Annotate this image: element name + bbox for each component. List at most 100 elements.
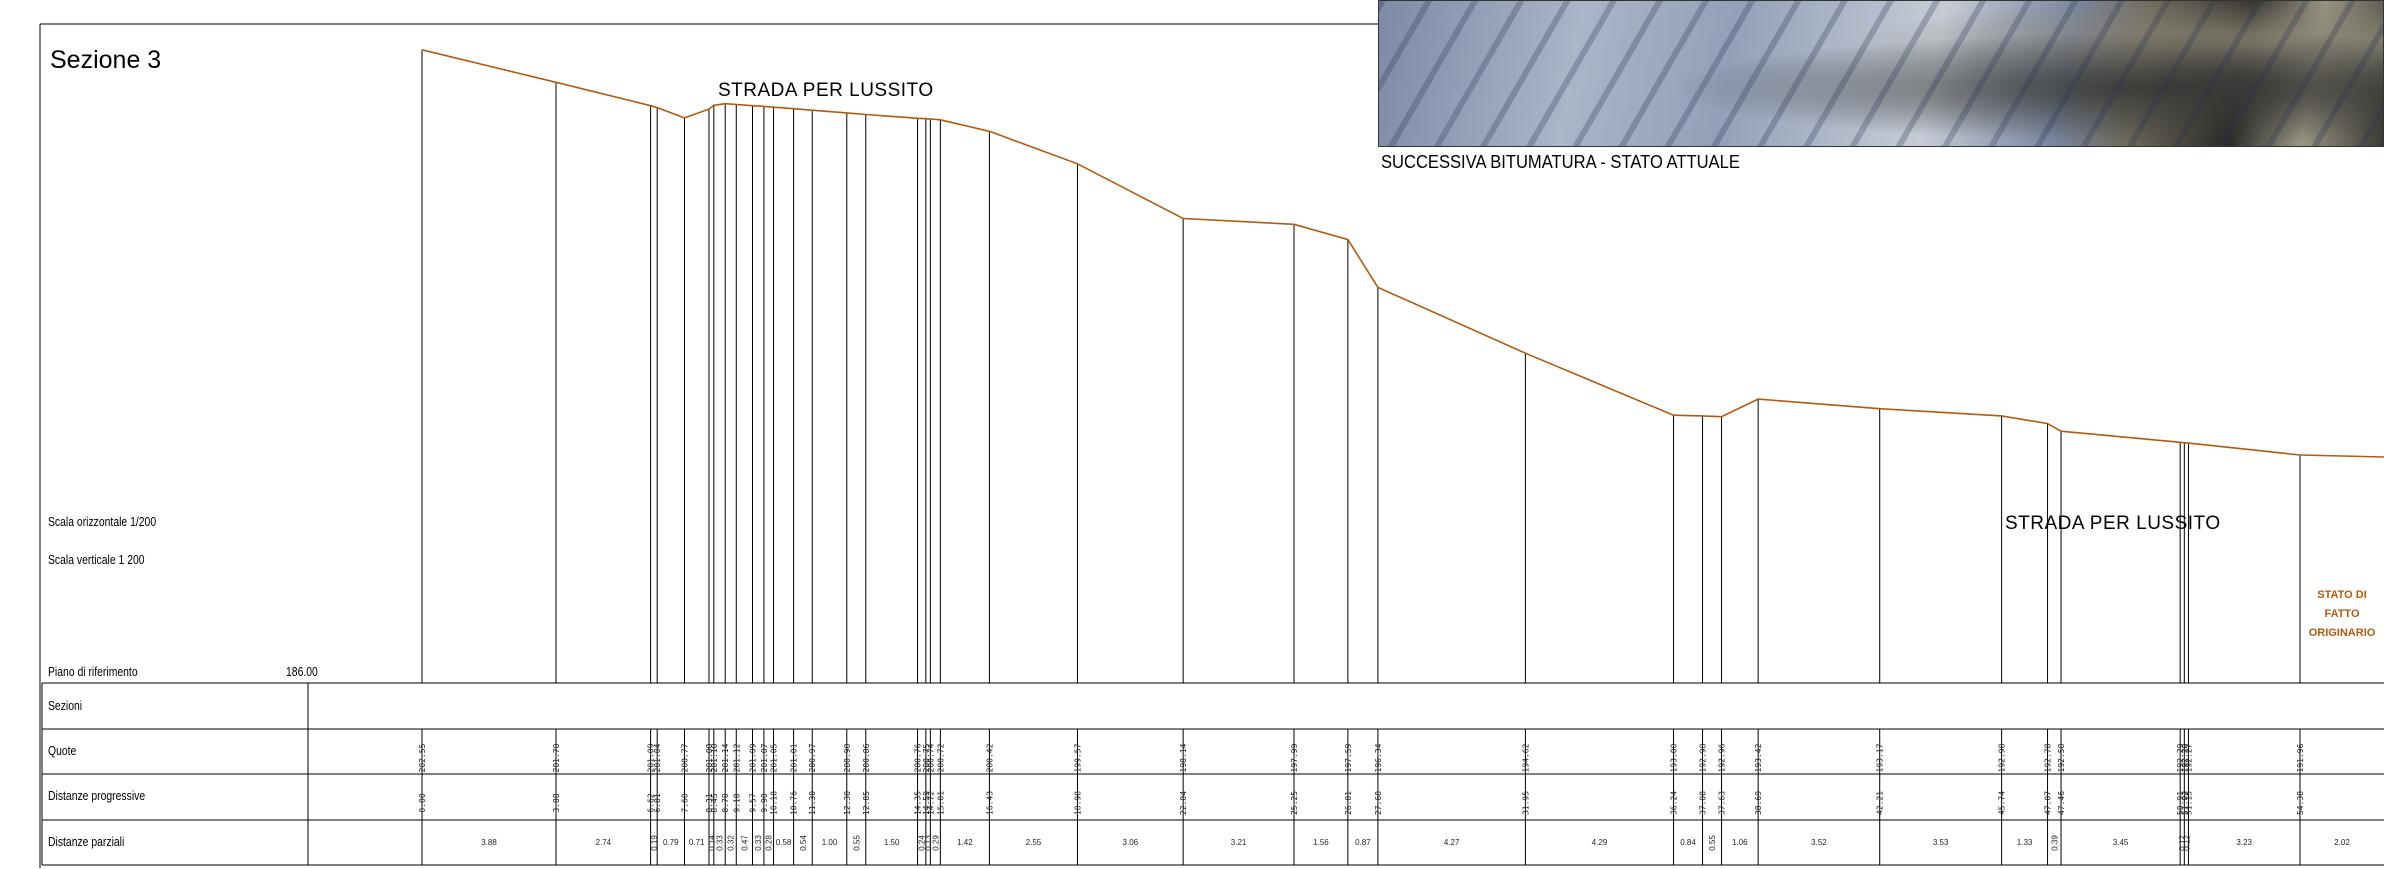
station-quota-6: 201.10	[710, 743, 719, 772]
photo-shadow-overlay	[1379, 1, 2383, 146]
station-quota-9: 201.09	[748, 743, 757, 772]
station-partial-21: 3.06	[1123, 838, 1139, 847]
row-label-progressive: Distanze progressive	[48, 788, 146, 803]
station-quota-24: 197.59	[1344, 743, 1353, 772]
station-progressive-15: 12.85	[862, 791, 871, 815]
station-partial-28: 0.55	[1708, 835, 1717, 851]
station-partial-38: 2.02	[2334, 838, 2350, 847]
station-progressive-34: 47.46	[2057, 791, 2066, 815]
station-partial-13: 1.00	[822, 838, 838, 847]
station-partial-15: 1.50	[884, 838, 900, 847]
station-partial-2: 0.19	[650, 835, 659, 851]
station-partial-14: 0.55	[852, 835, 861, 851]
station-partial-5: 0.14	[707, 835, 716, 851]
station-partial-20: 2.55	[1026, 838, 1042, 847]
station-progressive-35: 50.91	[2176, 791, 2185, 815]
station-quota-23: 197.99	[1290, 743, 1299, 772]
road-label-left: STRADA PER LUSSITO	[718, 80, 934, 101]
station-quota-2: 201.09	[647, 743, 656, 772]
station-partial-19: 1.42	[957, 838, 973, 847]
station-quota-25: 196.34	[1374, 743, 1383, 772]
station-quota-8: 201.12	[732, 743, 741, 772]
data-table-grid	[41, 682, 2384, 866]
row-label-quote: Quote	[48, 743, 77, 758]
station-progressive-33: 47.07	[2044, 791, 2053, 815]
station-quota-21: 199.57	[1073, 743, 1082, 772]
station-quota-10: 201.07	[760, 743, 769, 772]
station-progressive-17: 14.59	[922, 791, 931, 815]
station-quota-12: 201.01	[790, 743, 799, 772]
station-quota-36: 192.28	[2180, 743, 2189, 772]
station-quota-35: 192.29	[2176, 743, 2185, 772]
stato-line-2: FATTO	[2324, 608, 2360, 620]
station-partial-7: 0.32	[727, 835, 736, 851]
station-partial-29: 1.06	[1732, 838, 1748, 847]
station-progressive-26: 31.95	[1521, 791, 1530, 815]
terrain-profile	[421, 49, 2384, 458]
station-partial-25: 4.27	[1444, 838, 1460, 847]
station-partial-33: 0.39	[2050, 835, 2059, 851]
station-quota-32: 192.98	[1998, 743, 2007, 772]
station-quota-18: 200.74	[926, 743, 935, 772]
station-quota-27: 193.00	[1670, 743, 1679, 772]
station-progressive-31: 42.21	[1876, 791, 1885, 815]
station-progressive-10: 9.90	[760, 793, 769, 812]
station-progressive-27: 36.24	[1670, 791, 1679, 815]
station-progressive-36: 51.03	[2180, 791, 2189, 815]
station-partial-18: 0.29	[931, 835, 940, 851]
station-partial-32: 1.33	[2017, 838, 2033, 847]
station-quota-15: 200.86	[862, 743, 871, 772]
scale-vertical: Scala verticale 1 200	[48, 552, 145, 567]
station-progressive-30: 38.69	[1754, 791, 1763, 815]
station-progressive-8: 9.10	[732, 793, 741, 812]
station-progressive-23: 25.25	[1290, 791, 1299, 815]
station-progressive-13: 11.30	[808, 791, 817, 815]
station-progressive-28: 37.08	[1699, 791, 1708, 815]
station-quota-4: 200.77	[680, 743, 689, 772]
station-partial-17: 0.13	[924, 835, 933, 851]
station-partial-9: 0.33	[754, 835, 763, 851]
station-progressive-29: 37.63	[1718, 791, 1727, 815]
station-quota-37: 192.27	[2184, 743, 2193, 772]
row-label-sezioni: Sezioni	[48, 698, 83, 713]
station-quota-28: 192.98	[1699, 743, 1708, 772]
station-partial-10: 0.28	[765, 835, 774, 851]
station-partial-12: 0.54	[799, 835, 808, 851]
station-progressive-3: 6.81	[653, 793, 662, 812]
station-quota-17: 200.75	[922, 743, 931, 772]
station-partial-37: 3.23	[2236, 838, 2252, 847]
station-partial-31: 3.53	[1933, 838, 1949, 847]
station-progressive-6: 8.45	[710, 793, 719, 812]
station-quota-13: 200.97	[808, 743, 817, 772]
station-partial-16: 0.24	[918, 835, 927, 851]
station-progressive-38: 54.38	[2296, 791, 2305, 815]
station-partial-6: 0.33	[716, 835, 725, 851]
station-quota-19: 200.72	[936, 743, 945, 772]
station-partial-4: 0.71	[689, 838, 705, 847]
station-partial-36: 0.12	[2182, 835, 2191, 851]
scale-horizontal: Scala orizzontale 1/200	[48, 514, 157, 529]
station-quota-11: 201.05	[770, 743, 779, 772]
stato-di-fatto-label: STATO DI FATTO ORIGINARIO	[2302, 586, 2382, 643]
station-progressive-25: 27.68	[1374, 791, 1383, 815]
reference-plane-label: Piano di riferimento	[48, 664, 138, 679]
station-quota-7: 201.14	[721, 743, 730, 772]
station-progressive-5: 8.31	[705, 793, 714, 812]
station-quota-33: 192.78	[2044, 743, 2053, 772]
station-quota-31: 193.17	[1876, 743, 1885, 772]
station-quota-30: 193.42	[1754, 743, 1763, 772]
station-progressive-18: 14.72	[926, 791, 935, 815]
station-progressive-4: 7.60	[680, 793, 689, 812]
station-partial-22: 3.21	[1231, 838, 1247, 847]
station-partial-27: 0.84	[1680, 838, 1696, 847]
row-label-parziali: Distanze parziali	[48, 834, 125, 849]
station-progressive-1: 3.88	[552, 793, 561, 812]
station-progressive-22: 22.04	[1179, 791, 1188, 815]
station-progressive-7: 8.78	[721, 793, 730, 812]
station-progressive-0: 0.00	[418, 793, 427, 812]
station-progressive-14: 12.30	[843, 791, 852, 815]
station-partial-35: 0.12	[2178, 835, 2187, 851]
station-quota-5: 201.00	[705, 743, 714, 772]
